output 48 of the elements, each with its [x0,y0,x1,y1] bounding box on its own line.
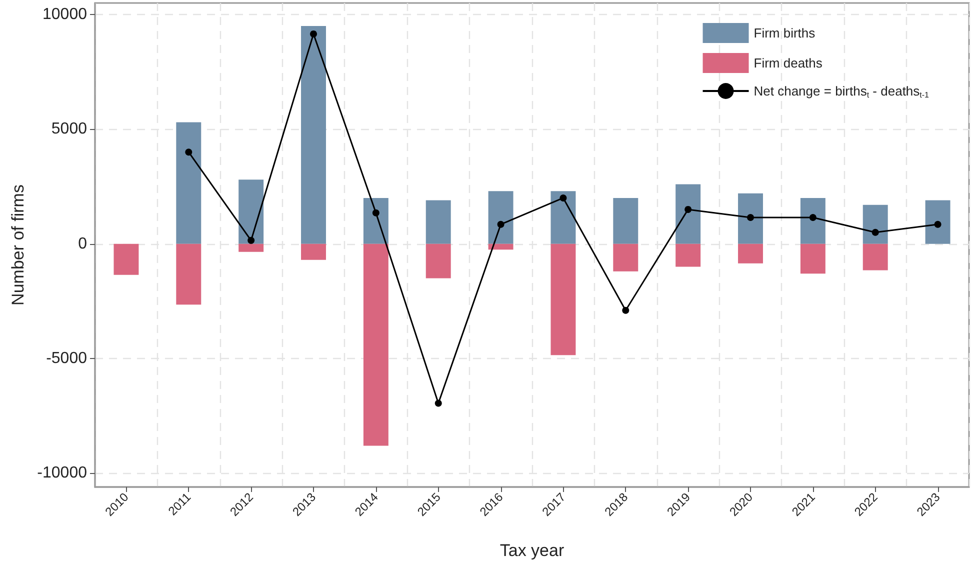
y-tick-label: -5000 [46,350,88,368]
bar [862,204,888,244]
y-tick-label: 0 [78,235,88,252]
bar [488,191,514,244]
x-axis-title: Tax year [500,541,564,560]
point [248,236,255,244]
point [560,194,567,202]
bar [676,184,701,244]
point [434,400,442,407]
y-tick-label: 10000 [42,6,88,23]
legend-label: Firm births [754,26,816,40]
bar [426,200,451,244]
point [872,228,879,236]
bar [613,244,638,272]
bar [426,244,451,278]
bar [550,244,576,356]
bar [238,244,264,252]
bar [925,200,950,244]
y-tick-label: 5000 [51,120,88,138]
bar [800,198,826,244]
bar [738,193,763,244]
point [497,220,504,228]
point [185,148,192,156]
point [310,30,317,38]
bar [613,198,638,244]
legend-label: Firm deaths [754,56,823,70]
y-axis-title: Number of firms [8,184,28,306]
bar [363,198,388,244]
bar [862,244,888,270]
point [747,214,754,221]
bar [176,122,202,244]
bar [301,244,326,260]
point [684,206,692,213]
point [372,209,380,216]
bar [800,244,826,274]
bar [114,244,139,275]
y-tick-label: -10000 [37,464,88,482]
bar [676,244,701,267]
bar [488,244,514,250]
bar [738,244,763,264]
bar [550,191,576,244]
bar [301,26,326,244]
point [809,214,816,221]
bar [363,244,388,446]
bar [238,180,264,244]
bar [176,244,202,305]
point [622,306,630,314]
point [934,220,942,228]
